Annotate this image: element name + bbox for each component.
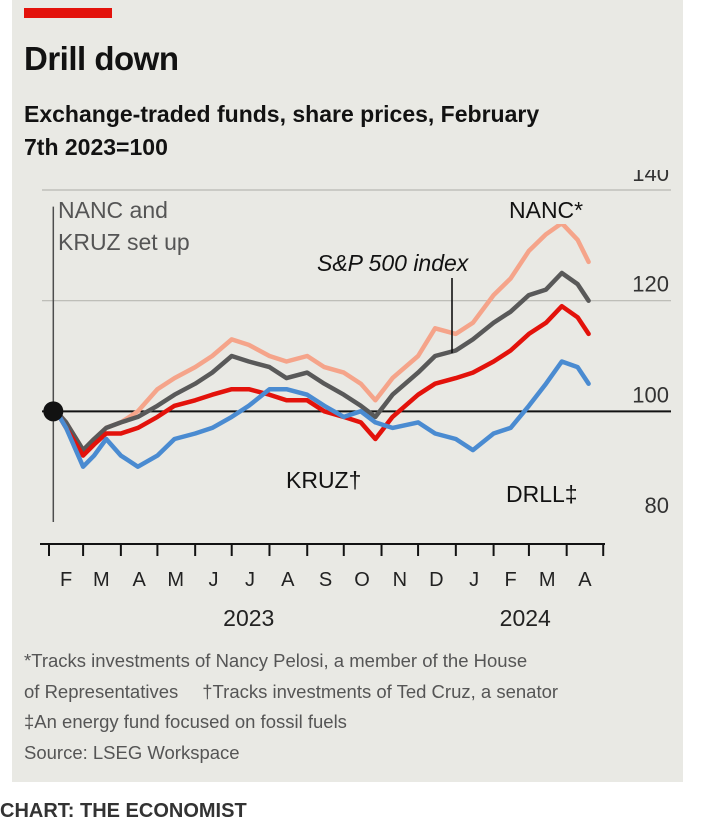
series-label-sp500: S&P 500 index bbox=[317, 250, 470, 276]
footnote-drll: ‡An energy fund focused on fossil fuels bbox=[24, 711, 347, 732]
footnotes: *Tracks investments of Nancy Pelosi, a m… bbox=[24, 646, 664, 768]
x-tick-label: A bbox=[132, 569, 146, 591]
series-label-nanc: NANC* bbox=[509, 197, 583, 223]
x-tick-label: F bbox=[60, 569, 72, 591]
chart-title: Drill down bbox=[24, 40, 179, 77]
series-line-3 bbox=[54, 359, 591, 469]
x-tick-label: M bbox=[539, 569, 556, 591]
footnote-nanc-kruz: of Representatives †Tracks investments of… bbox=[24, 677, 664, 708]
x-tick-label: M bbox=[93, 569, 110, 591]
y-tick-label: 140 bbox=[632, 170, 669, 186]
footnote-kruz: †Tracks investments of Ted Cruz, a senat… bbox=[202, 680, 559, 702]
chart-card bbox=[12, 0, 683, 782]
annotation-bg bbox=[56, 192, 186, 256]
series-line-1 bbox=[54, 270, 591, 453]
nanc-label-bg bbox=[505, 194, 605, 224]
year-label-2023: 2023 bbox=[223, 605, 274, 631]
chart-credit: CHART: THE ECONOMIST bbox=[0, 800, 247, 822]
start-point-dot bbox=[43, 401, 64, 422]
setup-annotation-line1: NANC and bbox=[58, 197, 168, 223]
x-tick-label: S bbox=[319, 569, 332, 591]
x-tick-label: A bbox=[578, 569, 592, 591]
x-tick-label: J bbox=[469, 569, 479, 591]
x-tick-label: J bbox=[245, 569, 255, 591]
x-tick-label: O bbox=[354, 569, 370, 591]
footnote-nanc-cont: of Representatives bbox=[24, 680, 179, 702]
brand-red-bar bbox=[24, 8, 112, 18]
x-tick-label: F bbox=[505, 569, 517, 591]
series-label-drll: DRLL‡ bbox=[506, 481, 578, 507]
source-note: Source: LSEG Workspace bbox=[24, 741, 240, 763]
series-line-2 bbox=[54, 303, 591, 458]
x-tick-label: D bbox=[429, 569, 443, 591]
y-tick-labels: 80 100 120 140 bbox=[632, 170, 669, 518]
x-tick-label: M bbox=[167, 569, 184, 591]
year-label-2024: 2024 bbox=[500, 605, 551, 631]
series-label-kruz: KRUZ† bbox=[286, 467, 361, 493]
chart-subtitle: Exchange-traded funds, share prices, Feb… bbox=[24, 101, 540, 160]
x-tick-label: J bbox=[208, 569, 218, 591]
footnote-nanc: *Tracks investments of Nancy Pelosi, a m… bbox=[24, 650, 528, 671]
chart-annotations: NANC and KRUZ set up NANC* S&P 500 index KRU… bbox=[56, 192, 605, 507]
series-lines bbox=[43, 220, 591, 469]
x-tick-label: A bbox=[281, 569, 295, 591]
x-tick-label: N bbox=[393, 569, 407, 591]
setup-annotation-line2: KRUZ set up bbox=[58, 229, 190, 255]
y-tick-label: 100 bbox=[632, 382, 669, 407]
y-tick-label: 80 bbox=[645, 493, 669, 518]
y-tick-label: 120 bbox=[632, 272, 669, 297]
